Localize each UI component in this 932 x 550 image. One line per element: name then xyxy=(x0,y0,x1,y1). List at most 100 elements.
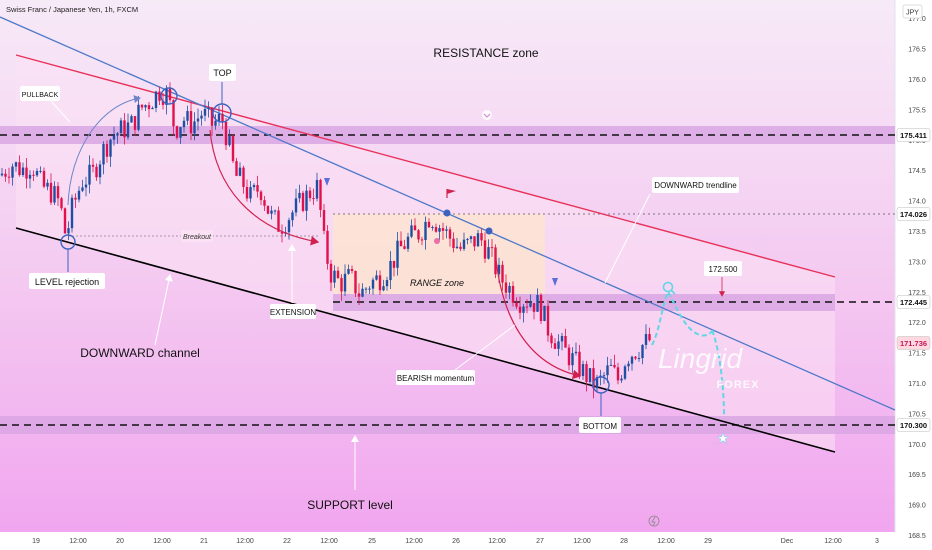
candle-bear xyxy=(553,343,557,349)
candle-bear xyxy=(511,285,515,303)
breakout-label: Breakout xyxy=(183,234,212,241)
time-axis-background xyxy=(0,532,895,550)
pullback-top-circle xyxy=(160,87,178,105)
candle-bull xyxy=(466,239,469,241)
price-tick-label: 175.5 xyxy=(908,107,926,114)
candle-bear xyxy=(175,126,179,138)
candle-bull xyxy=(39,170,42,172)
time-tick-label: 28 xyxy=(620,538,628,545)
candle-bear xyxy=(532,303,536,312)
snail-icon xyxy=(434,238,440,244)
scroll-down-chevron xyxy=(483,113,491,118)
price-label: 171.736 xyxy=(900,339,927,348)
time-tick-label: 20 xyxy=(116,538,124,545)
candle-bear xyxy=(235,161,238,176)
time-tick-label: 12:00 xyxy=(657,538,675,545)
candle-bull xyxy=(214,120,217,126)
candle-bull xyxy=(641,344,644,359)
candle-bull xyxy=(130,116,133,123)
candle-bull xyxy=(445,229,448,231)
svg-text:BEARISH momentum: BEARISH momentum xyxy=(397,374,475,383)
breakout-label-bg xyxy=(181,230,213,242)
currency-badge[interactable]: JPY xyxy=(902,4,923,19)
flag-icon xyxy=(446,189,456,198)
range-band xyxy=(333,294,835,311)
candle-bear xyxy=(501,264,504,283)
candle-bear xyxy=(140,104,144,108)
candle-bull xyxy=(410,225,413,237)
candle-bull xyxy=(98,164,102,178)
candle-bear xyxy=(56,186,60,199)
candle-bear xyxy=(105,144,109,157)
candle-bear xyxy=(518,306,522,313)
candle-bull xyxy=(144,105,147,108)
price-tick-label: 176.0 xyxy=(908,77,926,84)
candle-bear xyxy=(312,198,315,200)
candle-bear xyxy=(123,120,126,138)
range-zone-box xyxy=(333,214,545,294)
bearish-momentum-arrow xyxy=(494,247,582,380)
candle-bear xyxy=(91,164,95,167)
svg-text:PULLBACK: PULLBACK xyxy=(22,92,59,99)
candle-bull xyxy=(270,210,273,214)
svg-text:TOP: TOP xyxy=(213,68,231,78)
candle-bull xyxy=(196,118,200,122)
candle-bear xyxy=(32,174,35,176)
candle-bear xyxy=(7,176,11,178)
candle-bull xyxy=(609,364,613,366)
candle-bull xyxy=(385,280,389,287)
candle-bull xyxy=(630,356,634,364)
candle-bear xyxy=(210,107,214,126)
candle-bull xyxy=(102,144,105,165)
candle-bull xyxy=(11,166,14,178)
svg-text:JPY: JPY xyxy=(906,10,919,17)
target-star-icon: ★ xyxy=(717,430,730,446)
svg-text:172.500: 172.500 xyxy=(709,265,738,274)
trendline-touch-1 xyxy=(443,209,451,217)
candle-bull xyxy=(35,170,39,176)
symbol-title[interactable]: Swiss Franc / Japanese Yen, 1h, FXCM xyxy=(6,5,138,14)
candle-bull xyxy=(182,120,186,128)
candle-bull xyxy=(424,221,427,240)
candle-bear xyxy=(578,351,581,376)
candle-bull xyxy=(606,365,609,376)
candle-bull xyxy=(620,378,623,381)
time-tick-label: 12:00 xyxy=(69,538,87,545)
candle-bear xyxy=(42,170,46,187)
svg-text:LEVEL rejection: LEVEL rejection xyxy=(35,277,99,287)
time-tick-label: 29 xyxy=(704,538,712,545)
time-tick-label: Dec xyxy=(781,538,794,545)
candle-bear xyxy=(322,210,326,231)
candle-bull xyxy=(536,295,539,312)
candle-bear xyxy=(452,238,455,248)
candle-bull xyxy=(455,246,459,248)
price-label-bg xyxy=(896,295,931,309)
candle-bull xyxy=(116,133,119,136)
candle-bull xyxy=(406,236,410,249)
candle-bull xyxy=(361,288,364,297)
candle-bear xyxy=(567,347,571,366)
candle-bull xyxy=(560,335,564,342)
candle-bear xyxy=(392,260,396,268)
price-labels-group: 175.411 174.026 172.445 171.736 170.300 xyxy=(896,128,931,432)
candle-bear xyxy=(420,239,424,241)
candle-bear xyxy=(172,100,175,127)
price-axis[interactable]: 168.5 169.0 169.5 170.0 170.5 171.0 171.5 172.0… xyxy=(908,16,926,540)
candle-bear xyxy=(147,105,151,110)
price-axis-background xyxy=(895,0,932,550)
candle-bull xyxy=(119,120,123,134)
candle-bear xyxy=(231,136,235,162)
scroll-down-icon[interactable] xyxy=(482,110,492,120)
price-tick-label: 171.5 xyxy=(908,351,926,358)
projection-path xyxy=(651,289,725,416)
candle-bull xyxy=(588,368,592,383)
time-axis[interactable]: 19 12:00 20 12:00 21 12:00 22 12:00 25 12:00 26 12:… xyxy=(32,538,879,545)
price-tick-label: 172.0 xyxy=(908,320,926,327)
candle-bull xyxy=(469,236,473,240)
candle-bull xyxy=(193,121,196,134)
pullback-label: PULLBACK xyxy=(20,86,60,101)
lightning-icon[interactable] xyxy=(648,515,660,527)
candle-bear xyxy=(592,368,595,389)
candle-bull xyxy=(389,260,392,281)
